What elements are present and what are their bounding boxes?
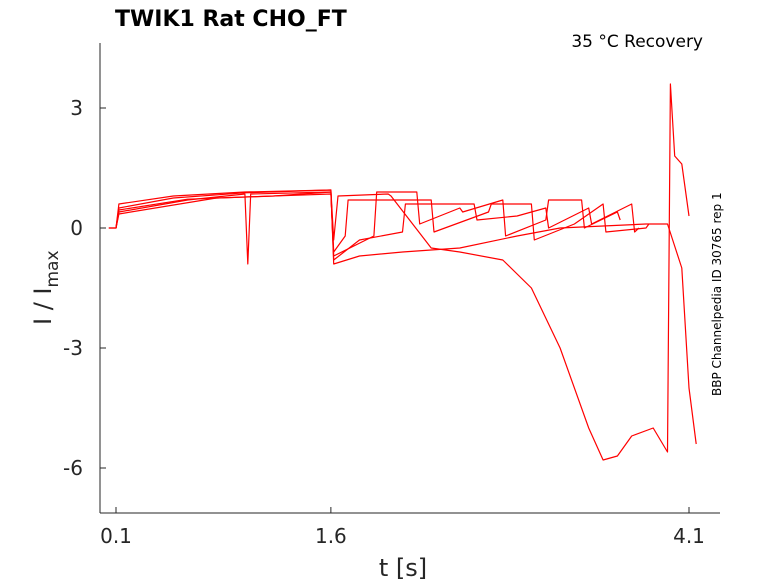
y-axis-label: I / Imax [29, 250, 63, 325]
y-tick-label: -3 [63, 336, 83, 360]
x-tick-label: 4.1 [673, 524, 705, 548]
y-tick-label: -6 [63, 456, 83, 480]
trace-sweep-3 [115, 191, 640, 265]
x-axis-label: t [s] [379, 554, 427, 582]
trace-sweep-1 [108, 83, 690, 461]
chart-title: TWIK1 Rat CHO_FT [115, 7, 347, 32]
trace-sweep-5 [115, 193, 650, 253]
y-axis-label-sub: max [43, 250, 63, 287]
side-label: BBP Channelpedia ID 30765 rep 1 [710, 192, 724, 396]
x-tick-label: 1.6 [315, 524, 347, 548]
y-tick-label: 0 [70, 216, 83, 240]
y-ticks: 3 0 -3 -6 [63, 96, 106, 480]
trace-group [108, 83, 697, 461]
x-ticks: 0.1 1.6 4.1 [100, 507, 705, 548]
condition-label: 35 °C Recovery [571, 32, 703, 52]
y-axis-label-main: I / I [29, 288, 57, 326]
y-tick-label: 3 [70, 96, 83, 120]
x-tick-label: 0.1 [100, 524, 132, 548]
trace-sweep-2 [108, 189, 697, 445]
